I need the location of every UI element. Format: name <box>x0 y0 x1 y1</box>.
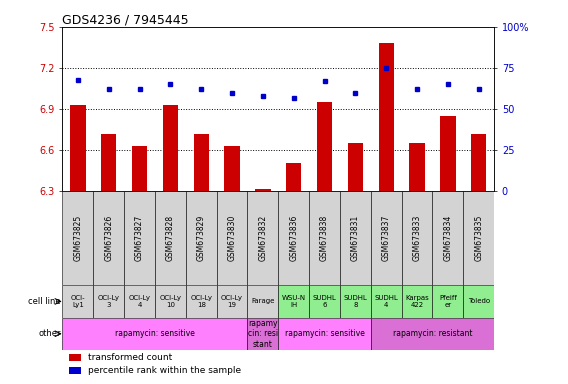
Bar <box>124 285 155 318</box>
Bar <box>162 105 178 191</box>
Text: SUDHL
4: SUDHL 4 <box>374 295 398 308</box>
Text: GSM673829: GSM673829 <box>197 215 206 262</box>
Bar <box>378 43 394 191</box>
Text: OCI-Ly
10: OCI-Ly 10 <box>160 295 181 308</box>
Bar <box>248 191 278 285</box>
Text: OCI-Ly
4: OCI-Ly 4 <box>128 295 151 308</box>
Bar <box>62 191 93 285</box>
Bar <box>371 191 402 285</box>
Bar <box>69 354 81 361</box>
Text: SUDHL
8: SUDHL 8 <box>344 295 367 308</box>
Bar <box>101 134 116 191</box>
Text: SUDHL
6: SUDHL 6 <box>312 295 336 308</box>
Bar <box>132 146 147 191</box>
Bar <box>317 102 332 191</box>
Text: Farage: Farage <box>251 298 274 305</box>
Text: GSM673837: GSM673837 <box>382 215 391 262</box>
Text: rapamycin: sensitive: rapamycin: sensitive <box>285 329 365 338</box>
Bar <box>93 191 124 285</box>
Bar <box>402 191 432 285</box>
Text: GSM673833: GSM673833 <box>412 215 421 262</box>
Text: GSM673826: GSM673826 <box>105 215 113 262</box>
Bar <box>278 285 309 318</box>
Bar <box>309 191 340 285</box>
Bar <box>186 191 216 285</box>
Text: other: other <box>39 329 61 338</box>
Text: OCI-Ly
18: OCI-Ly 18 <box>190 295 212 308</box>
Bar <box>186 285 216 318</box>
Bar <box>463 191 494 285</box>
Bar <box>224 146 240 191</box>
Bar <box>463 285 494 318</box>
Text: WSU-N
IH: WSU-N IH <box>282 295 306 308</box>
Text: rapamycin: resistant: rapamycin: resistant <box>392 329 472 338</box>
Bar <box>440 116 456 191</box>
Text: GSM673836: GSM673836 <box>289 215 298 262</box>
Bar <box>70 105 86 191</box>
Bar <box>124 191 155 285</box>
Text: cell line: cell line <box>28 297 61 306</box>
Bar <box>340 191 371 285</box>
Bar <box>62 285 93 318</box>
Text: GSM673834: GSM673834 <box>444 215 452 262</box>
Bar <box>309 285 340 318</box>
Text: Karpas
422: Karpas 422 <box>405 295 429 308</box>
Text: percentile rank within the sample: percentile rank within the sample <box>89 366 241 375</box>
Text: GSM673832: GSM673832 <box>258 215 268 262</box>
Text: rapamycin: sensitive: rapamycin: sensitive <box>115 329 195 338</box>
Text: OCI-Ly
3: OCI-Ly 3 <box>98 295 120 308</box>
Text: rapamy
cin: resi
stant: rapamy cin: resi stant <box>248 319 278 349</box>
Text: GSM673828: GSM673828 <box>166 215 175 262</box>
Bar <box>194 134 209 191</box>
Bar <box>348 143 363 191</box>
Text: Toledo: Toledo <box>467 298 490 305</box>
Bar <box>402 285 432 318</box>
Bar <box>216 191 248 285</box>
Bar <box>155 285 186 318</box>
Text: GSM673835: GSM673835 <box>474 215 483 262</box>
Bar <box>69 367 81 374</box>
Bar <box>278 318 371 350</box>
Bar <box>248 318 278 350</box>
Bar <box>62 318 248 350</box>
Bar <box>216 285 248 318</box>
Bar <box>93 285 124 318</box>
Bar <box>410 143 425 191</box>
Text: GDS4236 / 7945445: GDS4236 / 7945445 <box>62 14 189 27</box>
Text: GSM673827: GSM673827 <box>135 215 144 262</box>
Bar <box>286 162 302 191</box>
Bar <box>371 285 402 318</box>
Bar <box>255 189 270 191</box>
Bar <box>432 285 463 318</box>
Text: transformed count: transformed count <box>89 353 173 362</box>
Text: OCI-Ly
19: OCI-Ly 19 <box>221 295 243 308</box>
Bar <box>248 285 278 318</box>
Bar <box>432 191 463 285</box>
Bar <box>371 318 494 350</box>
Bar <box>471 134 486 191</box>
Text: OCI-
Ly1: OCI- Ly1 <box>70 295 85 308</box>
Text: Pfeiff
er: Pfeiff er <box>439 295 457 308</box>
Bar <box>278 191 309 285</box>
Text: GSM673838: GSM673838 <box>320 215 329 262</box>
Text: GSM673825: GSM673825 <box>73 215 82 262</box>
Text: GSM673831: GSM673831 <box>351 215 360 262</box>
Bar <box>340 285 371 318</box>
Text: GSM673830: GSM673830 <box>228 215 236 262</box>
Bar <box>155 191 186 285</box>
